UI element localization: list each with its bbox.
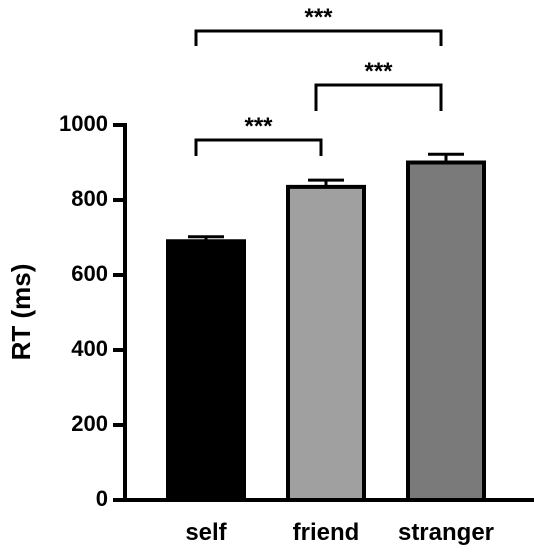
y-tick-label: 400 <box>71 336 108 361</box>
significance-label: *** <box>244 113 273 140</box>
significance-bracket <box>314 83 443 111</box>
significance-bracket <box>194 29 443 46</box>
significance-label: *** <box>364 58 393 85</box>
y-tick-label: 1000 <box>59 111 108 136</box>
y-axis-label: RT (ms) <box>6 264 36 361</box>
bar <box>406 160 486 502</box>
x-tick-label: stranger <box>398 519 494 546</box>
significance-bracket <box>194 138 323 156</box>
y-tick-label: 0 <box>96 486 108 511</box>
y-tick-label: 200 <box>71 411 108 436</box>
bar <box>166 239 246 502</box>
bar <box>286 184 366 502</box>
significance-label: *** <box>304 4 333 31</box>
x-tick-label: self <box>185 519 227 546</box>
y-tick-label: 600 <box>71 261 108 286</box>
x-tick-label: friend <box>293 519 360 546</box>
y-tick-label: 800 <box>71 186 108 211</box>
